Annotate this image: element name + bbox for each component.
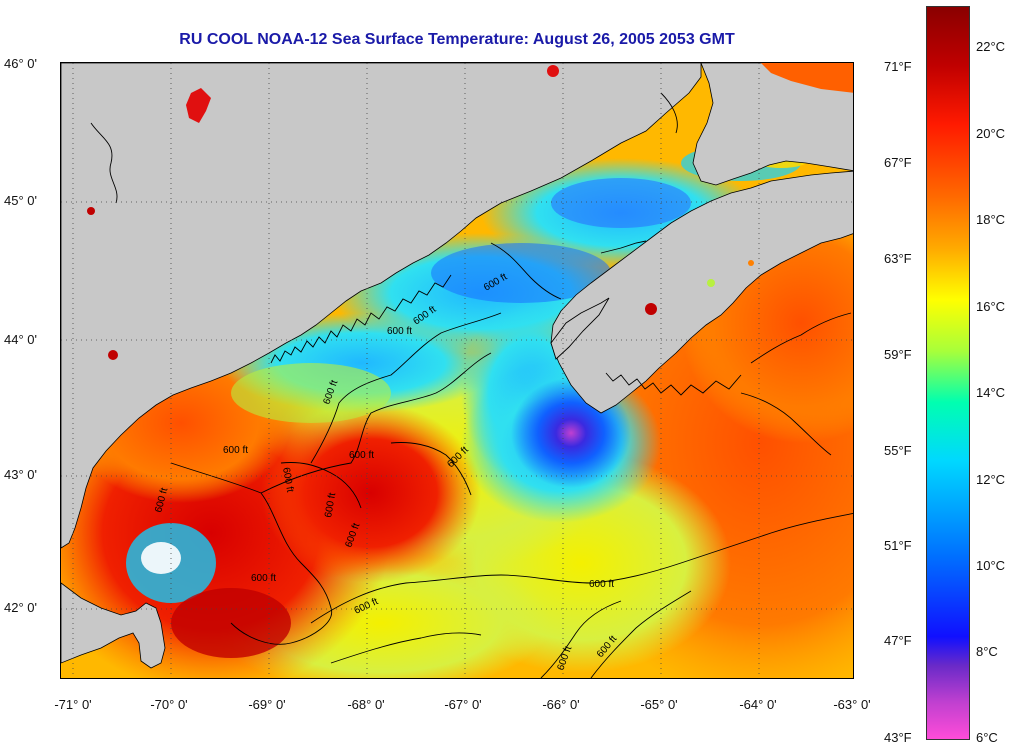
contour-label: 600 ft [349, 450, 374, 461]
colorbar-c-label: 10°C [976, 558, 1006, 573]
contour-label: 600 ft [387, 326, 412, 337]
lat-label-43: 43° 0' [4, 467, 37, 482]
contour-label: 600 ft [589, 579, 614, 590]
colorbar-f-label: 59°F [884, 347, 912, 362]
land-nova-scotia [550, 170, 853, 414]
colorbar-f-label: 71°F [884, 59, 912, 74]
contour-label-group: 600 ft 600 ft 600 ft 600 ft 600 ft 600 f… [153, 271, 619, 672]
land-cape-cod [61, 582, 166, 669]
colorbar-f-label: 47°F [884, 633, 912, 648]
land-masses [61, 63, 853, 669]
colorbar-c-label: 16°C [976, 299, 1006, 314]
land-new-brunswick [692, 63, 853, 186]
colorbar-c-label: 6°C [976, 730, 998, 745]
colorbar-f-label: 67°F [884, 155, 912, 170]
lat-label-46: 46° 0' [4, 56, 37, 71]
colorbar-c-label: 14°C [976, 385, 1006, 400]
contour-label: 600 ft [251, 573, 276, 584]
lon-label-68: -68° 0' [347, 697, 385, 712]
lon-label-66: -66° 0' [542, 697, 580, 712]
lon-label-69: -69° 0' [248, 697, 286, 712]
colorbar-c-label: 8°C [976, 644, 998, 659]
lon-label-64: -64° 0' [739, 697, 777, 712]
colorbar-f-label: 55°F [884, 443, 912, 458]
temperature-colorbar [926, 6, 970, 740]
sst-map-svg: 600 ft 600 ft 600 ft 600 ft 600 ft 600 f… [61, 63, 853, 678]
contour-label: 600 ft [323, 492, 338, 519]
lat-label-45: 45° 0' [4, 193, 37, 208]
lat-label-42: 42° 0' [4, 600, 37, 615]
colorbar-f-label: 43°F [884, 730, 912, 745]
colorbar-f-label: 51°F [884, 538, 912, 553]
contour-label: 600 ft [223, 445, 248, 456]
colorbar-c-label: 12°C [976, 472, 1006, 487]
lon-label-65: -65° 0' [640, 697, 678, 712]
sst-map: 600 ft 600 ft 600 ft 600 ft 600 ft 600 f… [60, 62, 854, 679]
bathymetry-contours [170, 242, 853, 678]
lon-label-70: -70° 0' [150, 697, 188, 712]
colorbar-f-label: 63°F [884, 251, 912, 266]
colorbar-c-label: 22°C [976, 39, 1006, 54]
land-new-england [61, 63, 702, 549]
map-title: RU COOL NOAA-12 Sea Surface Temperature:… [179, 31, 735, 48]
lat-label-44: 44° 0' [4, 332, 37, 347]
colorbar-c-label: 18°C [976, 212, 1006, 227]
lon-label-67: -67° 0' [444, 697, 482, 712]
lon-label-71: -71° 0' [54, 697, 92, 712]
lon-label-63: -63° 0' [833, 697, 871, 712]
colorbar-c-label: 20°C [976, 126, 1006, 141]
land-specks [87, 63, 853, 360]
contour-label: 600 ft [280, 467, 295, 494]
